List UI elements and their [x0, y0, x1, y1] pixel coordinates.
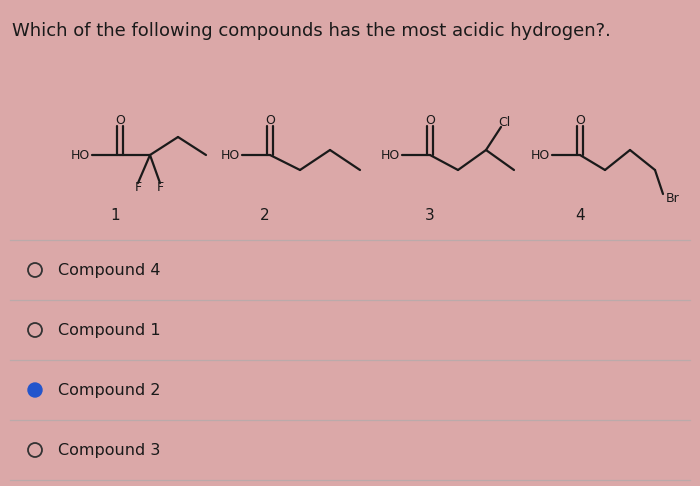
Text: O: O [265, 114, 275, 126]
Circle shape [28, 383, 42, 397]
Text: F: F [156, 180, 164, 193]
Text: F: F [134, 180, 141, 193]
Text: Which of the following compounds has the most acidic hydrogen?.: Which of the following compounds has the… [12, 22, 611, 40]
Text: HO: HO [220, 149, 240, 161]
Text: HO: HO [531, 149, 550, 161]
Text: HO: HO [381, 149, 400, 161]
Text: Cl: Cl [498, 116, 510, 128]
Text: HO: HO [71, 149, 90, 161]
Text: Compound 3: Compound 3 [58, 442, 160, 457]
Text: O: O [575, 114, 585, 126]
Text: 3: 3 [425, 208, 435, 223]
Text: 4: 4 [575, 208, 584, 223]
Text: O: O [425, 114, 435, 126]
Text: Br: Br [666, 191, 680, 205]
Text: O: O [115, 114, 125, 126]
Text: 1: 1 [110, 208, 120, 223]
Text: Compound 2: Compound 2 [58, 382, 160, 398]
Text: Compound 1: Compound 1 [58, 323, 160, 337]
Text: Compound 4: Compound 4 [58, 262, 160, 278]
Text: 2: 2 [260, 208, 270, 223]
